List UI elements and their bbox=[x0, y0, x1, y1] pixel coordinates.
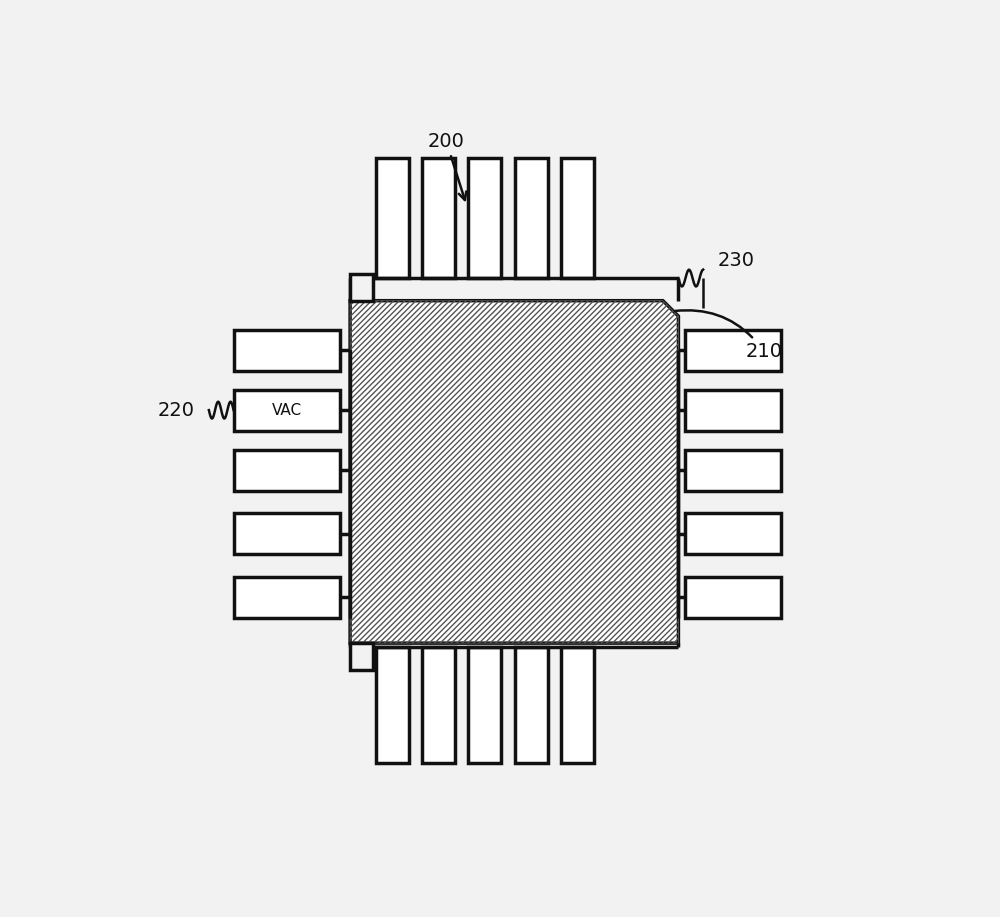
Bar bbox=[422, 646, 455, 763]
Bar bbox=[685, 329, 781, 370]
Bar bbox=[234, 514, 340, 554]
Polygon shape bbox=[350, 301, 678, 643]
Bar bbox=[561, 158, 594, 278]
Bar bbox=[685, 577, 781, 618]
Bar bbox=[376, 158, 409, 278]
Bar bbox=[376, 646, 409, 763]
Bar bbox=[234, 577, 340, 618]
Bar bbox=[561, 646, 594, 763]
Bar bbox=[350, 643, 373, 670]
Text: VAC: VAC bbox=[271, 403, 302, 417]
Text: 230: 230 bbox=[717, 251, 754, 270]
Text: 210: 210 bbox=[675, 310, 783, 361]
Bar bbox=[234, 390, 340, 431]
Bar bbox=[685, 390, 781, 431]
Bar bbox=[468, 646, 501, 763]
Bar bbox=[685, 514, 781, 554]
Text: 220: 220 bbox=[158, 401, 195, 420]
Bar bbox=[234, 449, 340, 491]
Bar bbox=[685, 449, 781, 491]
Bar bbox=[515, 158, 548, 278]
Bar bbox=[422, 158, 455, 278]
Bar bbox=[350, 274, 373, 301]
Bar bbox=[234, 329, 340, 370]
Text: 200: 200 bbox=[428, 132, 466, 200]
Bar bbox=[515, 646, 548, 763]
Bar bbox=[468, 158, 501, 278]
